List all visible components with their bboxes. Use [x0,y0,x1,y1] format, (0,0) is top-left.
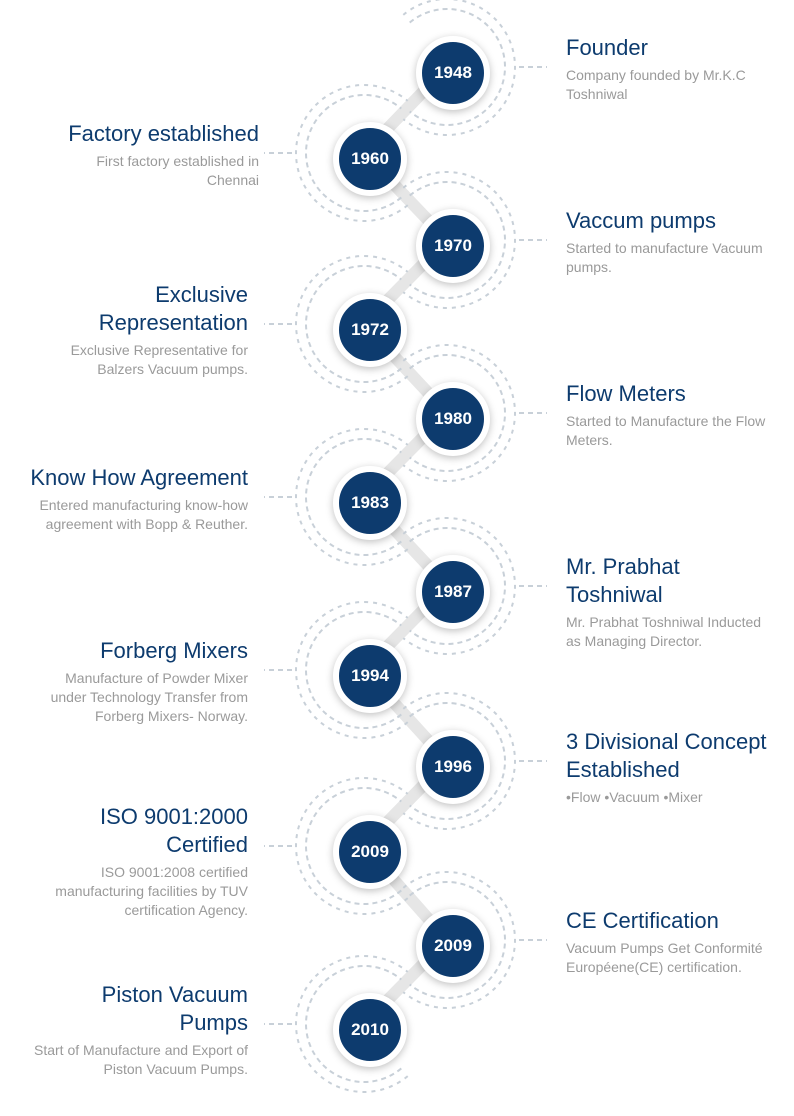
entry-title: Founder [566,35,648,60]
entry-title: 3 Divisional Concept Established [566,729,767,782]
dashed-ring [402,871,516,1009]
timeline-entry: Vaccum pumps Started to manufacture Vacuu… [566,207,766,277]
dashed-ring [409,527,506,645]
entry-title: Flow Meters [566,381,686,406]
year-node: 1996 [416,730,490,804]
year-label: 1994 [351,666,389,685]
entry-title: Factory established [68,121,259,146]
entry-title: Mr. Prabhat Toshniwal [566,554,680,607]
dashed-ring [295,601,409,739]
entry-title: Forberg Mixers [100,638,248,663]
year-node: 2009 [333,815,407,889]
timeline-entry: Founder Company founded by Mr.K.C Toshniw… [566,34,766,104]
dashed-ring [295,255,409,393]
entry-description: Vacuum Pumps Get Conformité Européene(CE… [566,940,763,975]
dashed-ring [402,517,516,655]
year-label: 2009 [351,842,389,861]
entry-description: Exclusive Representative for Balzers Vac… [70,342,248,377]
year-label: 1987 [434,582,472,601]
dashed-ring [305,438,402,556]
timeline-entry: Flow Meters Started to Manufacture the Fl… [566,380,766,450]
entry-description: ISO 9001:2008 certified manufacturing fa… [55,864,248,918]
year-node: 1960 [333,122,407,196]
dashed-ring [295,777,409,915]
year-label: 1983 [351,493,389,512]
dashed-ring [305,965,402,1083]
entry-title: Piston Vacuum Pumps [101,982,248,1035]
year-node: 1948 [416,36,490,110]
year-node: 2010 [333,993,407,1067]
year-label: 1980 [434,409,472,428]
dashed-ring [409,181,506,299]
timeline-entry: Forberg Mixers Manufacture of Powder Mixe… [48,637,248,726]
entry-description: Started to Manufacture the Flow Meters. [566,413,766,448]
year-label: 2010 [351,1020,389,1039]
year-label: 1972 [351,320,389,339]
timeline-entry: Mr. Prabhat Toshniwal Mr. Prabhat Toshniw… [566,553,766,651]
dashed-ring [409,881,506,999]
dashed-ring [409,354,506,472]
timeline-entry: 3 Divisional Concept Established •Flow •V… [566,728,788,807]
entry-title: CE Certification [566,908,719,933]
dashed-ring [409,8,506,126]
year-node: 1972 [333,293,407,367]
year-label: 1960 [351,149,389,168]
dashed-ring [402,0,516,136]
timeline-entry: Know How Agreement Entered manufacturing … [28,464,248,534]
timeline-entry: CE Certification Vacuum Pumps Get Conform… [566,907,766,977]
year-node: 1987 [416,555,490,629]
dashed-ring [305,611,402,729]
dashed-ring [305,94,402,212]
dashed-ring [402,344,516,482]
entry-title: ISO 9001:2000 Certified [99,804,248,857]
year-label: 1948 [434,63,472,82]
dashed-ring [295,955,409,1093]
timeline-entry: Piston Vacuum Pumps Start of Manufacture … [28,981,248,1079]
entry-description: First factory established in Chennai [96,153,259,188]
entry-title: Exclusive Representation [98,282,248,335]
entry-description: Started to manufacture Vacuum pumps. [566,240,763,275]
year-label: 1996 [434,757,472,776]
dashed-ring [295,428,409,566]
year-node: 1980 [416,382,490,456]
year-node: 1970 [416,209,490,283]
dashed-ring [305,787,402,905]
year-label: 2009 [434,936,472,955]
timeline-entry: Exclusive Representation Exclusive Repres… [28,281,248,379]
dashed-ring [305,265,402,383]
year-label: 1970 [434,236,472,255]
year-node: 2009 [416,909,490,983]
dashed-ring [409,702,506,820]
year-node: 1994 [333,639,407,713]
timeline-entry: ISO 9001:2000 Certified ISO 9001:2008 cer… [28,803,248,920]
year-node: 1983 [333,466,407,540]
entry-title: Know How Agreement [30,465,248,490]
entry-description: •Flow •Vacuum •Mixer [566,789,703,805]
entry-description: Mr. Prabhat Toshniwal Inducted as Managi… [566,614,762,649]
entry-description: Start of Manufacture and Export of Pisto… [33,1042,248,1077]
entry-description: Company founded by Mr.K.C Toshniwal [566,67,746,102]
timeline-entry: Factory established First factory establi… [59,120,259,190]
entry-description: Manufacture of Powder Mixer under Techno… [50,670,248,724]
entry-description: Entered manufacturing know-how agreement… [39,497,248,532]
dashed-ring [295,84,409,222]
entry-title: Vaccum pumps [566,208,716,233]
dashed-ring [402,692,516,830]
dashed-ring [402,171,516,309]
